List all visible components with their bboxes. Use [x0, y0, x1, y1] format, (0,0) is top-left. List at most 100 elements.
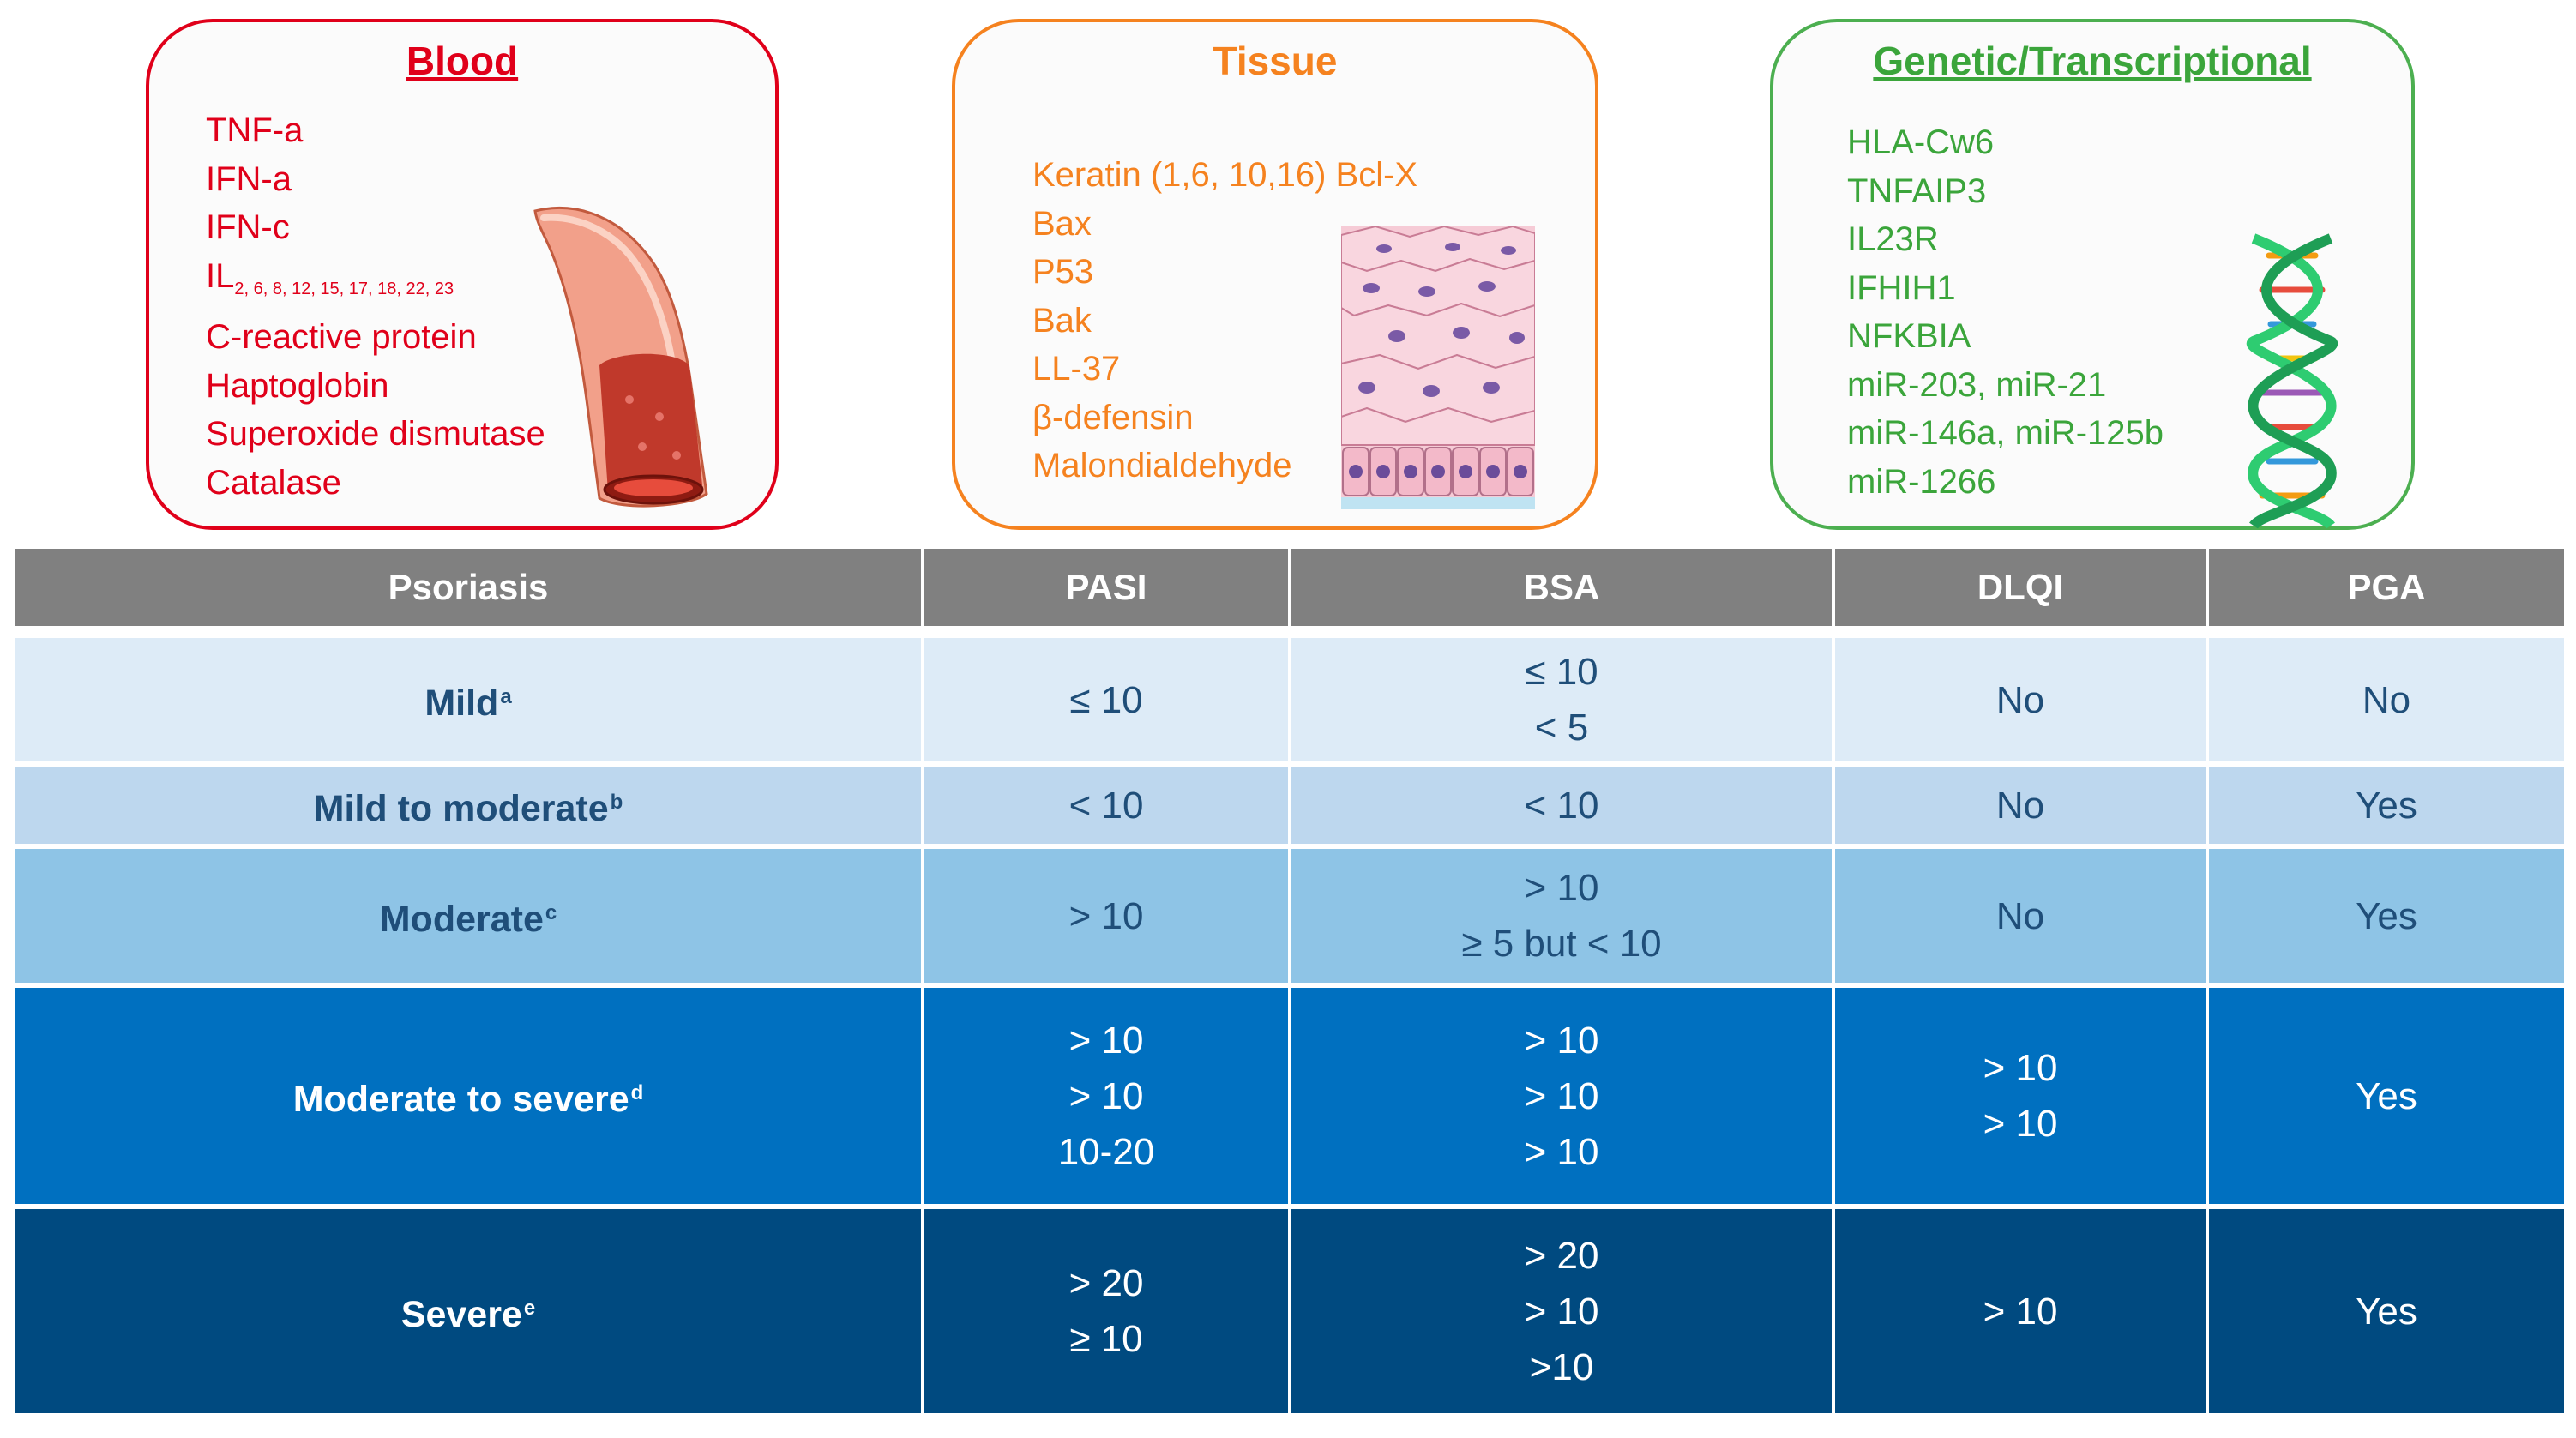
- marker-item: Catalase: [206, 463, 341, 502]
- cell-value: Yes: [2356, 1074, 2417, 1117]
- marker-item: LL-37: [1032, 350, 1121, 388]
- cell-value: >10: [1529, 1345, 1594, 1388]
- marker-item: HLA-Cw6: [1847, 123, 1995, 161]
- cell-value: > 10: [1524, 1130, 1599, 1173]
- blood-panel-title: Blood: [406, 39, 519, 83]
- genetic-marker-list: HLA-Cw6 TNFAIP3 IL23R IFHIH1 NFKBIA miR-203, …: [1847, 118, 2164, 506]
- bsa-cell: > 20 > 10 >10: [1288, 1206, 1835, 1418]
- marker-item: Superoxide dismutase: [206, 415, 545, 453]
- marker-item: IL2, 6, 8, 12, 15, 17, 18, 22, 23: [206, 256, 454, 298]
- tissue-marker-list: Keratin (1,6, 10,16) Bcl-X Bax P53 Bak LL-37…: [1032, 151, 1417, 490]
- bsa-cell: < 10: [1288, 764, 1835, 849]
- dlqi-cell: No: [1832, 632, 2209, 767]
- header-dlqi: DLQI: [1832, 549, 2209, 638]
- marker-item: miR-1266: [1847, 462, 1996, 501]
- pasi-cell: < 10: [921, 764, 1291, 849]
- blood-panel: Blood TNF-a IFN-a IFN-c IL2, 6, 8, 12, 15, …: [146, 19, 779, 530]
- severity-cell: Moderate to severed: [12, 985, 924, 1209]
- marker-item: Haptoglobin: [206, 366, 389, 405]
- cell-value: ≥ 10: [1069, 1318, 1143, 1360]
- dlqi-cell: > 10: [1832, 1206, 2209, 1418]
- cell-value: Yes: [2356, 1290, 2417, 1333]
- header-bsa: BSA: [1288, 549, 1835, 638]
- blood-vessel-icon: [533, 207, 708, 508]
- table-row: Moderatec > 10 > 10 ≥ 5 but < 10 No Yes: [12, 846, 2567, 988]
- cell-value: > 10: [1983, 1103, 2058, 1145]
- dlqi-cell: No: [1832, 764, 2209, 849]
- pasi-cell: > 10 > 10 10-20: [921, 985, 1291, 1209]
- pasi-cell: > 10: [921, 846, 1291, 988]
- marker-item: IL23R: [1847, 220, 1939, 258]
- marker-item: miR-203, miR-21: [1847, 365, 2107, 404]
- cell-value: Yes: [2356, 784, 2417, 827]
- pga-cell: No: [2206, 632, 2567, 767]
- cell-value: > 10: [1524, 1019, 1599, 1062]
- cell-value: > 10: [1068, 1074, 1144, 1117]
- dlqi-cell: > 10 > 10: [1832, 985, 2209, 1209]
- table-row: Mild to moderateb < 10 < 10 No Yes: [12, 764, 2567, 849]
- marker-item: Malondialdehyde: [1032, 447, 1292, 484]
- psoriasis-severity-table: Psoriasis PASI BSA DLQI PGA Milda ≤ 10 ≤…: [12, 549, 2567, 1418]
- genetic-panel: Genetic/Transcriptional HLA-Cw6 TNFAIP3 IL…: [1770, 19, 2415, 530]
- bsa-cell: > 10 > 10 > 10: [1288, 985, 1835, 1209]
- genetic-panel-title: Genetic/Transcriptional: [1873, 39, 2312, 83]
- cell-value: No: [1995, 894, 2045, 937]
- marker-item: Bax: [1032, 204, 1092, 243]
- skin-tissue-icon: [1341, 226, 1535, 509]
- tissue-panel-title: Tissue: [1213, 39, 1338, 83]
- pasi-cell: > 20 ≥ 10: [921, 1206, 1291, 1418]
- marker-item: Keratin (1,6, 10,16) Bcl-X: [1032, 156, 1418, 194]
- cell-value: 10-20: [1057, 1130, 1155, 1173]
- bsa-cell: > 10 ≥ 5 but < 10: [1288, 846, 1835, 988]
- cell-value: > 10: [1524, 1074, 1599, 1117]
- cell-value: > 10: [1068, 894, 1144, 937]
- marker-item: Bak: [1032, 301, 1092, 340]
- severity-cell: Severee: [12, 1206, 924, 1418]
- marker-item: β-defensin: [1032, 398, 1194, 436]
- dlqi-cell: No: [1832, 846, 2209, 988]
- cell-value: > 10: [1524, 867, 1599, 909]
- cell-value: > 10: [1068, 1019, 1144, 1062]
- marker-item: TNFAIP3: [1847, 171, 1987, 210]
- cell-value: > 10: [1983, 1290, 2058, 1333]
- cell-value: > 20: [1524, 1234, 1599, 1277]
- header-psoriasis: Psoriasis: [12, 549, 924, 638]
- marker-item: TNF-a: [206, 111, 304, 149]
- table-row: Milda ≤ 10 ≤ 10 < 5 No No: [12, 632, 2567, 767]
- cell-value: < 10: [1524, 784, 1599, 827]
- tissue-panel: Tissue Keratin (1,6, 10,16) Bcl-X Bax P53 B…: [952, 19, 1598, 530]
- marker-item: IFN-a: [206, 159, 292, 198]
- marker-item: P53: [1032, 253, 1094, 291]
- table-header-row: Psoriasis PASI BSA DLQI PGA: [12, 549, 2567, 638]
- dna-helix-icon: [2246, 233, 2338, 530]
- marker-item: NFKBIA: [1847, 317, 1971, 355]
- cell-value: ≥ 5 but < 10: [1461, 923, 1662, 965]
- pga-cell: Yes: [2206, 764, 2567, 849]
- marker-item: C-reactive protein: [206, 318, 477, 356]
- cell-value: Yes: [2356, 894, 2417, 937]
- marker-item: IFHIH1: [1847, 268, 1956, 307]
- table-row: Moderate to severed > 10 > 10 10-20 > 10 > …: [12, 985, 2567, 1209]
- severity-cell: Mild to moderateb: [12, 764, 924, 849]
- pga-cell: Yes: [2206, 1206, 2567, 1418]
- header-pga: PGA: [2206, 549, 2567, 638]
- cell-value: < 10: [1068, 784, 1144, 827]
- marker-item: miR-146a, miR-125b: [1847, 414, 2164, 452]
- cell-value: No: [2362, 678, 2411, 721]
- cell-value: ≤ 10: [1069, 678, 1143, 721]
- blood-marker-list: TNF-a IFN-a IFN-c IL2, 6, 8, 12, 15, 17, 18…: [206, 106, 545, 507]
- cell-value: ≤ 10: [1525, 651, 1598, 693]
- cell-value: < 5: [1534, 707, 1589, 749]
- pga-cell: Yes: [2206, 985, 2567, 1209]
- pga-cell: Yes: [2206, 846, 2567, 988]
- cell-value: > 20: [1068, 1262, 1144, 1304]
- severity-cell: Moderatec: [12, 846, 924, 988]
- severity-cell: Milda: [12, 632, 924, 767]
- marker-item: IFN-c: [206, 208, 290, 246]
- table-row: Severee > 20 ≥ 10 > 20 > 10 >10 > 10 Yes: [12, 1206, 2567, 1418]
- cell-value: No: [1995, 678, 2045, 721]
- cell-value: No: [1995, 784, 2045, 827]
- pasi-cell: ≤ 10: [921, 632, 1291, 767]
- cell-value: > 10: [1983, 1047, 2058, 1089]
- bsa-cell: ≤ 10 < 5: [1288, 632, 1835, 767]
